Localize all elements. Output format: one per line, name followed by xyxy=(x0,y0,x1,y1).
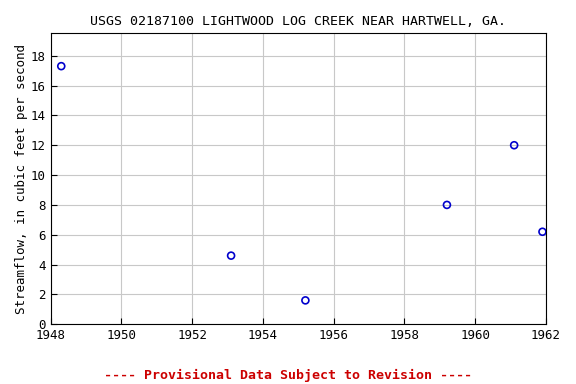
Point xyxy=(538,229,547,235)
Y-axis label: Streamflow, in cubic feet per second: Streamflow, in cubic feet per second xyxy=(15,44,28,314)
Title: USGS 02187100 LIGHTWOOD LOG CREEK NEAR HARTWELL, GA.: USGS 02187100 LIGHTWOOD LOG CREEK NEAR H… xyxy=(90,15,506,28)
Point xyxy=(56,63,66,69)
Point xyxy=(301,297,310,303)
Point xyxy=(226,253,236,259)
Text: ---- Provisional Data Subject to Revision ----: ---- Provisional Data Subject to Revisio… xyxy=(104,369,472,382)
Point xyxy=(442,202,452,208)
Point xyxy=(510,142,519,148)
